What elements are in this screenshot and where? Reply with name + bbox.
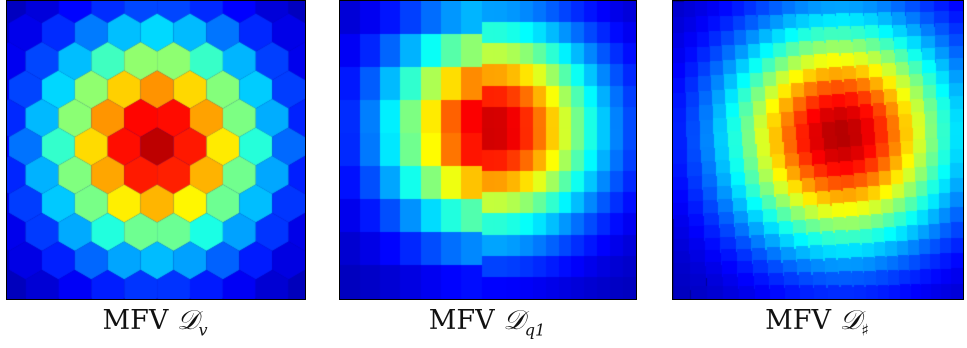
caption-3-symbol: 𝒟 xyxy=(839,305,862,336)
caption-3: MFV 𝒟♯ xyxy=(672,305,962,339)
caption-2-subscript: q1 xyxy=(524,320,546,340)
caption-3-subscript: ♯ xyxy=(861,320,869,340)
caption-2-symbol: 𝒟 xyxy=(503,305,525,336)
heatmap-distorted-mesh xyxy=(672,0,964,300)
caption-3-prefix: MFV xyxy=(765,305,831,336)
caption-1-symbol: 𝒟 xyxy=(176,305,199,336)
panel-quadrilateral xyxy=(339,0,637,300)
panel-distorted xyxy=(672,0,964,300)
caption-1: MFV 𝒟v xyxy=(6,305,304,339)
caption-2-prefix: MFV xyxy=(428,305,495,336)
caption-1-prefix: MFV xyxy=(102,305,169,336)
caption-2: MFV 𝒟q1 xyxy=(339,305,635,339)
caption-1-subscript: v xyxy=(198,320,208,340)
heatmap-quadrilateral-mesh xyxy=(339,0,637,300)
panel-hexagonal xyxy=(6,0,306,300)
heatmap-hexagonal-mesh xyxy=(6,0,306,300)
